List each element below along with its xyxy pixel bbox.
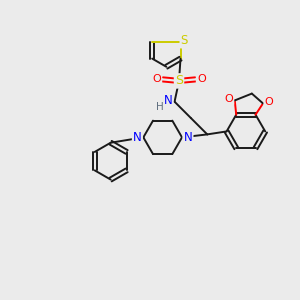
Text: O: O [224, 94, 233, 104]
Text: H: H [156, 102, 164, 112]
Text: S: S [181, 34, 188, 47]
Text: N: N [184, 131, 192, 144]
Text: N: N [133, 131, 142, 144]
Text: N: N [164, 94, 172, 107]
Text: S: S [175, 74, 183, 87]
Text: O: O [265, 97, 273, 107]
Text: O: O [197, 74, 206, 84]
Text: O: O [152, 74, 161, 84]
